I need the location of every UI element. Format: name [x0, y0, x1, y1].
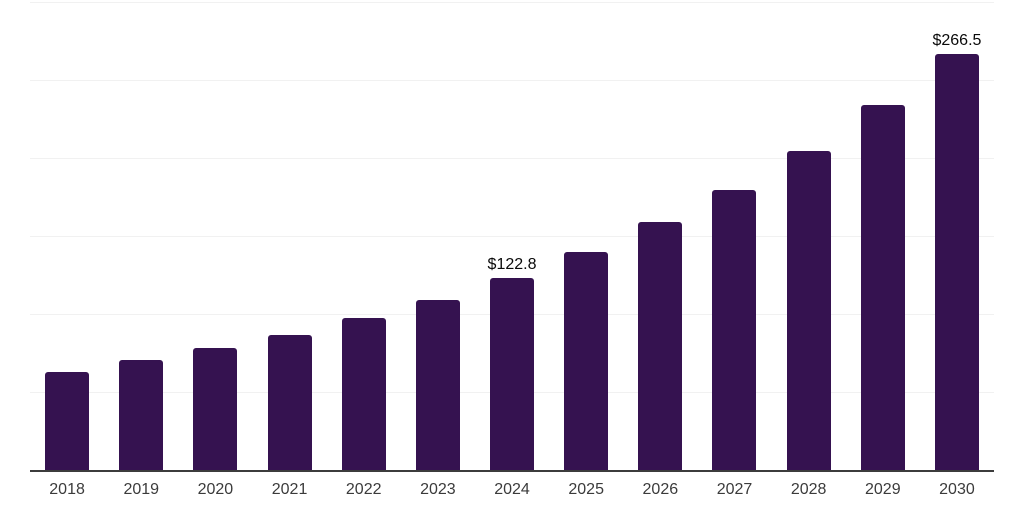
x-axis-labels: 2018 2019 2020 2021 2022 2023 2024 2025 2026 2027…: [30, 479, 994, 501]
gridline-300: [30, 2, 994, 3]
bar-group-2018: [30, 2, 104, 470]
x-axis-line: [30, 470, 994, 472]
gridline-250: [30, 80, 994, 81]
x-tick-label-2026: 2026: [642, 481, 679, 498]
bar-2022: [341, 317, 386, 470]
bar-2023: [415, 299, 460, 470]
bar-2021: [267, 334, 312, 470]
x-tick-label-2018: 2018: [49, 481, 85, 498]
bar-group-2030: $266.5: [920, 2, 994, 470]
bar-group-2019: [104, 2, 178, 470]
bar-2029: [860, 105, 905, 470]
bar-group-2022: [327, 2, 401, 470]
gridline-200: [30, 158, 994, 159]
x-tick-label-2028: 2028: [790, 481, 827, 498]
gridline-150: [30, 236, 994, 237]
bar-2018: [45, 371, 90, 470]
bar-2020: [193, 348, 238, 470]
x-tick-label-2024: 2024: [494, 481, 530, 498]
x-tick-label-2030: 2030: [939, 481, 975, 498]
x-tick-label-2027: 2027: [716, 481, 753, 498]
bar-2019: [119, 360, 164, 470]
bar-group-2027: [697, 2, 771, 470]
x-tick-label-2025: 2025: [568, 481, 604, 498]
x-tick-label-2023: 2023: [420, 481, 456, 498]
plot-area: $122.8 $266.5: [30, 2, 994, 472]
bar-2026: [638, 222, 683, 470]
bar-group-2025: [549, 2, 623, 470]
bar-group-2023: [401, 2, 475, 470]
bar-group-2026: [623, 2, 697, 470]
bar-2030: [934, 54, 979, 470]
x-tick-label-2029: 2029: [865, 481, 901, 498]
bar-group-2024: $122.8: [475, 2, 549, 470]
x-tick-label-2022: 2022: [345, 481, 382, 498]
x-tick-label-2020: 2020: [197, 481, 234, 498]
bar-group-2021: [252, 2, 326, 470]
bars-container: $122.8 $266.5: [30, 2, 994, 470]
bar-2025: [564, 252, 609, 470]
data-label-2024: $122.8: [487, 256, 537, 274]
bar-group-2029: [846, 2, 920, 470]
bar-group-2028: [772, 2, 846, 470]
x-tick-label-2019: 2019: [123, 481, 160, 498]
bar-group-2020: [178, 2, 252, 470]
x-tick-label-2021: 2021: [271, 481, 308, 498]
bar-2024: [490, 278, 535, 470]
bar-2028: [786, 151, 831, 470]
data-label-2030: $266.5: [932, 32, 982, 50]
bar-2027: [712, 189, 757, 470]
